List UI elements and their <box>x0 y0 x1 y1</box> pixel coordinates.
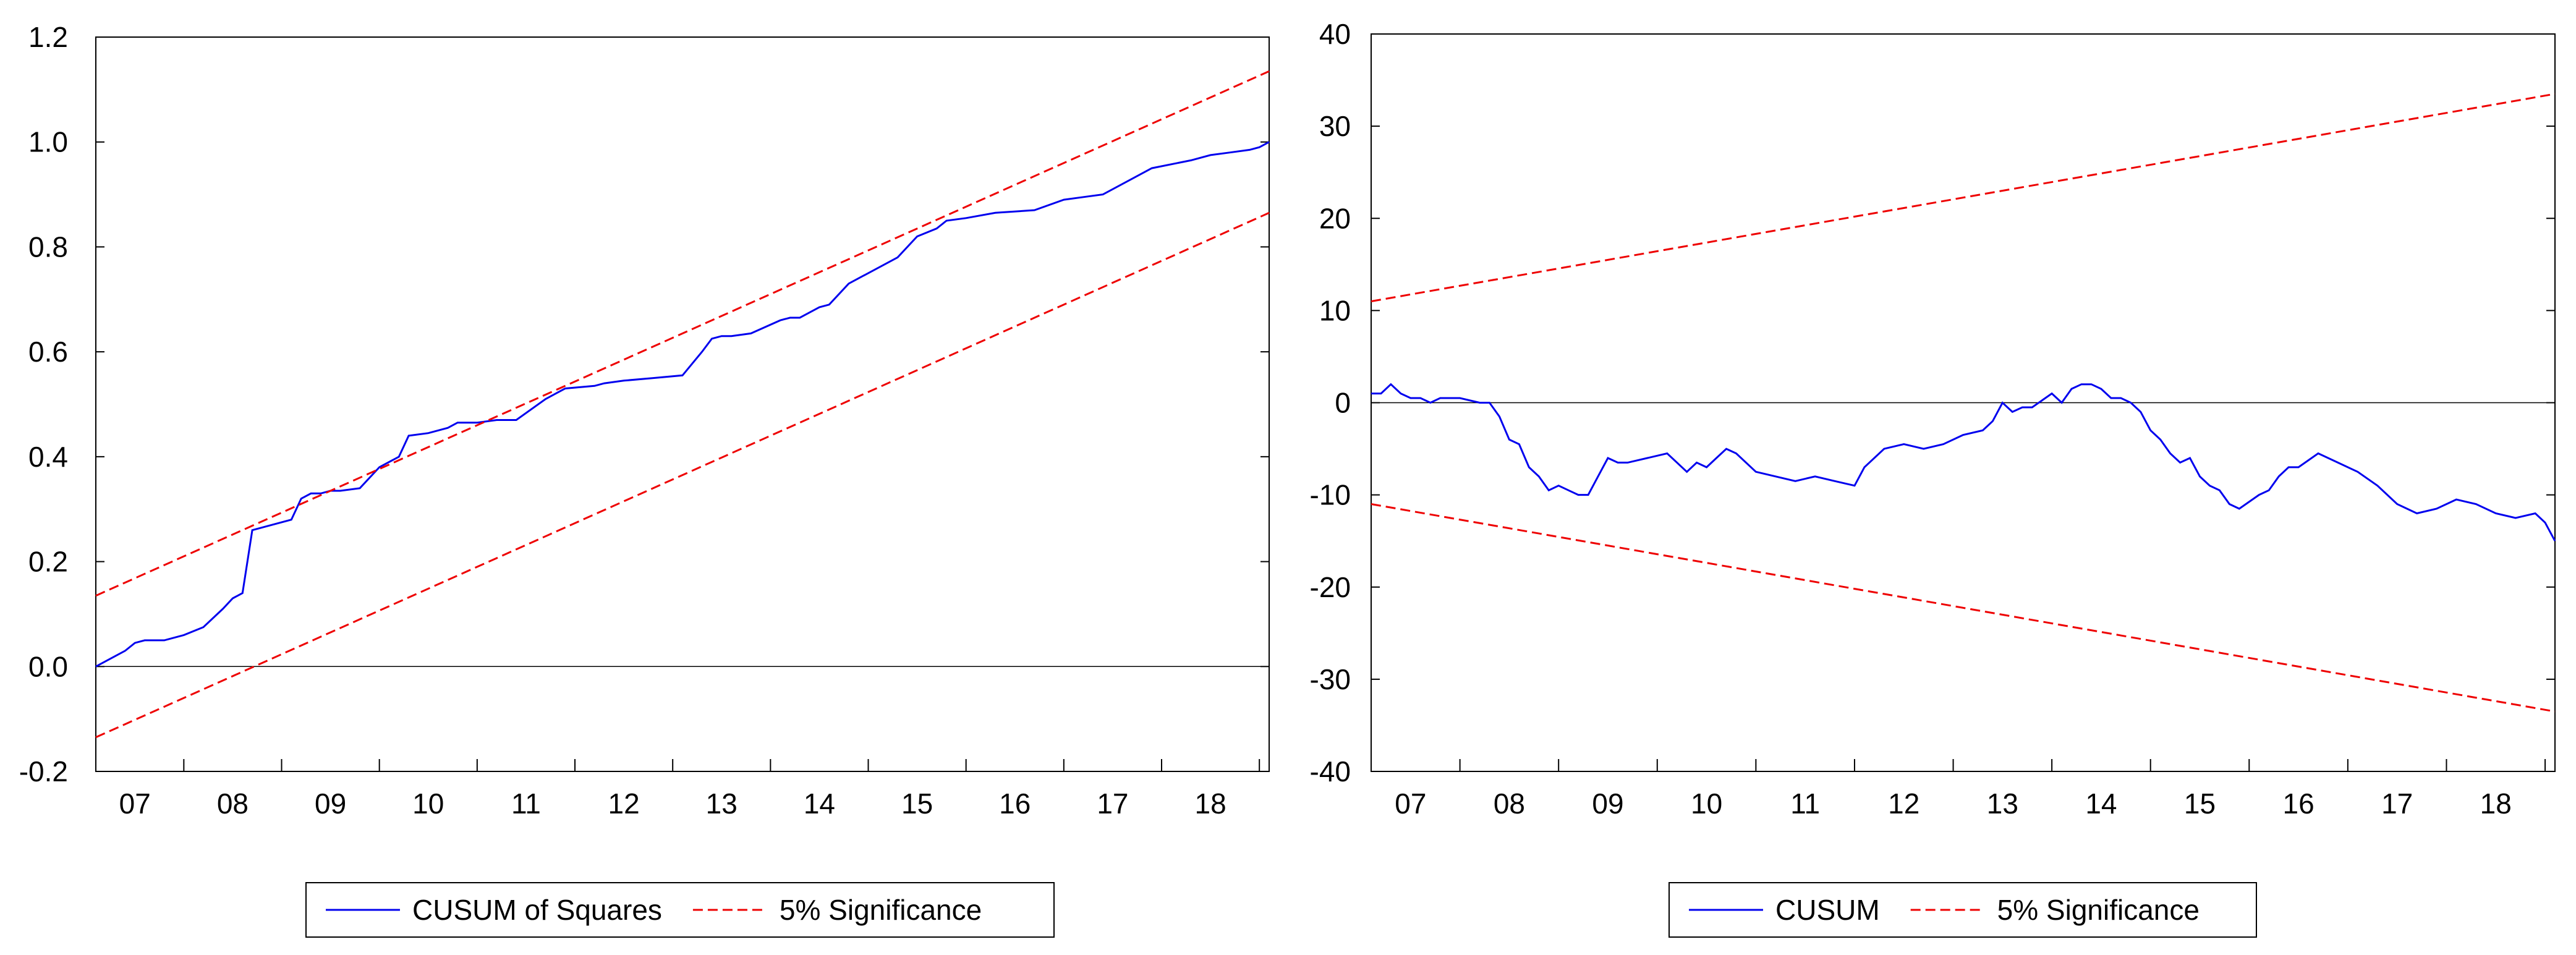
x-tick-label: 12 <box>608 787 640 820</box>
x-tick-label: 10 <box>1691 787 1722 820</box>
x-tick-label: 09 <box>315 787 346 820</box>
legend-label: 5% Significance <box>780 894 982 926</box>
y-tick-label: -40 <box>1310 755 1351 787</box>
significance-band-lower <box>1371 503 2556 713</box>
y-tick-label: -20 <box>1310 571 1351 603</box>
x-tick-label: 10 <box>412 787 444 820</box>
cusum-of-squares-panel: -0.2 0.0 0.2 0.4 0.6 0.8 1.0 1.2 07 08 09 10 11 12 13 1… <box>19 21 1270 938</box>
x-tick-label: 17 <box>2381 787 2413 820</box>
x-tick-label: 18 <box>1195 787 1226 820</box>
x-tick-label: 08 <box>217 787 249 820</box>
x-tick-label: 14 <box>2085 787 2117 820</box>
plot-frame <box>95 36 1270 772</box>
y-tick-label: 0.6 <box>28 336 68 368</box>
x-tick-label: 08 <box>1494 787 1525 820</box>
x-tick-label: 11 <box>511 787 541 820</box>
series-line-main <box>1371 383 2556 541</box>
significance-band-upper <box>95 70 1270 597</box>
x-tick-label: 13 <box>706 787 738 820</box>
y-tick-label: -10 <box>1310 479 1351 511</box>
x-tick-label: 07 <box>1395 787 1426 820</box>
significance-band-upper <box>1371 93 2556 302</box>
x-tick-label: 18 <box>2480 787 2512 820</box>
cusum-panel: -40 -30 -20 -10 0 10 20 30 40 07 08 09 10 11 12 13 14 15 1… <box>1310 18 2556 938</box>
y-tick-label: -0.2 <box>19 755 68 787</box>
x-tick-label: 16 <box>2282 787 2314 820</box>
x-tick-label: 15 <box>2184 787 2216 820</box>
y-tick-label: 0.2 <box>28 546 68 578</box>
legend-label: CUSUM <box>1775 894 1880 926</box>
y-tick-label: 40 <box>1319 18 1351 50</box>
x-tick-label: 17 <box>1097 787 1128 820</box>
legend-box <box>305 882 1055 938</box>
x-tick-label: 13 <box>1987 787 2018 820</box>
x-tick-label: 12 <box>1888 787 1919 820</box>
x-tick-label: 14 <box>804 787 835 820</box>
y-tick-label: 0.4 <box>28 441 68 473</box>
x-tick-label: 09 <box>1592 787 1623 820</box>
y-tick-label: 0 <box>1335 387 1351 419</box>
significance-band-lower <box>95 211 1270 739</box>
x-tick-label: 07 <box>119 787 151 820</box>
x-tick-label: 16 <box>999 787 1031 820</box>
legend: CUSUM of Squares 5% Significance <box>305 882 1055 938</box>
legend-label: CUSUM of Squares <box>412 894 662 926</box>
y-tick-label: -30 <box>1310 663 1351 695</box>
y-tick-label: 0.0 <box>28 650 68 682</box>
y-tick-label: 0.8 <box>28 231 68 263</box>
legend-label: 5% Significance <box>1997 894 2200 926</box>
y-tick-label: 20 <box>1319 202 1351 234</box>
legend: CUSUM 5% Significance <box>1668 882 2257 938</box>
x-tick-label: 11 <box>1790 787 1820 820</box>
y-tick-label: 30 <box>1319 110 1351 142</box>
y-tick-label: 1.0 <box>28 126 68 158</box>
series-line-main <box>95 141 1270 668</box>
y-tick-label: 1.2 <box>28 21 68 53</box>
y-tick-label: 10 <box>1319 294 1351 326</box>
x-tick-label: 15 <box>901 787 933 820</box>
